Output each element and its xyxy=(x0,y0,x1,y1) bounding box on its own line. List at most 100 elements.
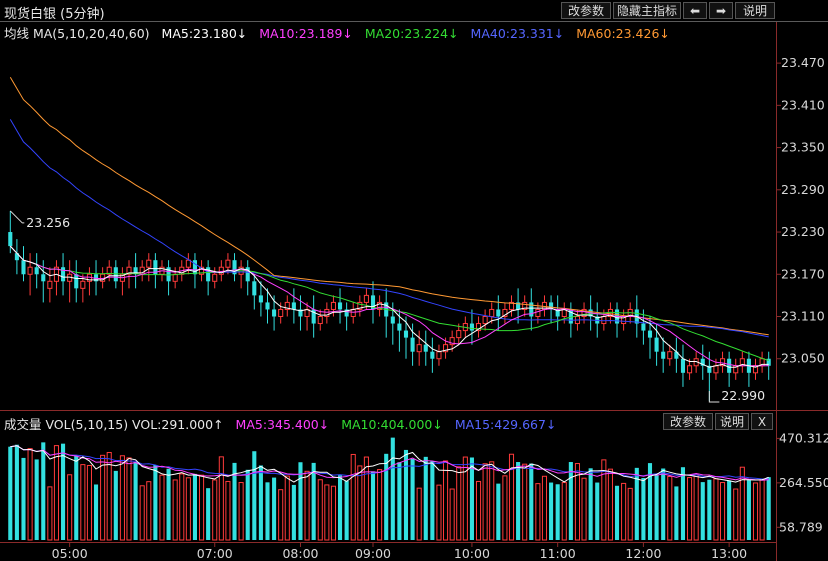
low-label: 22.990 xyxy=(721,388,765,403)
volume-bar xyxy=(581,477,587,541)
volume-bar xyxy=(700,482,705,540)
volume-bar xyxy=(337,475,343,540)
candle-body xyxy=(727,358,732,373)
ma20-value: MA20:23.224↓ xyxy=(364,26,459,41)
candle-body xyxy=(496,309,501,317)
candle-body xyxy=(245,267,250,282)
candle-body xyxy=(298,309,303,317)
candle-body xyxy=(330,301,336,310)
candle-body xyxy=(469,323,474,331)
time-tick-label: 10:00 xyxy=(454,546,490,561)
volume-bar xyxy=(462,456,468,541)
time-tick-label: 09:00 xyxy=(355,546,391,561)
volume-bar xyxy=(607,468,613,541)
volume-bar xyxy=(496,483,501,540)
volume-bar xyxy=(172,479,178,541)
volume-bar xyxy=(100,454,106,541)
volume-bar xyxy=(508,453,515,541)
volume-bar xyxy=(541,475,548,541)
hide-indicator-button[interactable]: 隐藏主指标 xyxy=(613,2,681,19)
volume-bar xyxy=(727,480,732,540)
volume-bar xyxy=(258,465,263,540)
volume-bar xyxy=(555,484,560,540)
candle-body xyxy=(687,365,693,374)
candle-body xyxy=(674,351,679,359)
candle-body xyxy=(172,273,178,282)
candle-body xyxy=(93,274,99,282)
volume-tick-label: 470.312 xyxy=(779,430,828,445)
volume-bar xyxy=(627,487,633,541)
time-tick-label: 05:00 xyxy=(52,546,88,561)
vol-explain-button[interactable]: 说明 xyxy=(715,413,749,430)
volume-bar xyxy=(370,471,376,540)
candle-body xyxy=(555,309,560,317)
candle-body xyxy=(667,351,673,360)
volume-bar xyxy=(139,485,145,541)
volume-bar xyxy=(621,482,627,541)
volume-bar xyxy=(489,461,495,541)
price-tick-label: 23.350 xyxy=(781,140,825,155)
vol-change-params-button[interactable]: 改参数 xyxy=(663,413,713,430)
volume-bar xyxy=(159,474,165,541)
candle-body xyxy=(146,259,152,268)
volume-bar xyxy=(272,477,277,540)
arrow-left-icon: ⬅ xyxy=(689,4,701,18)
ma-legend-label: 均线 MA(5,10,20,40,60) xyxy=(4,26,150,41)
candle-body xyxy=(272,309,277,317)
volume-bar xyxy=(330,485,336,541)
volume-bar xyxy=(74,455,79,540)
candle-body xyxy=(265,302,270,310)
volume-bar xyxy=(397,462,402,540)
ma5-line xyxy=(9,245,769,368)
ma10-value: MA10:23.189↓ xyxy=(259,26,353,41)
volume-bar xyxy=(265,482,270,540)
volume-bar xyxy=(456,466,462,541)
price-tick-label: 23.290 xyxy=(781,182,825,197)
candle-body xyxy=(317,316,323,325)
volume-bar xyxy=(212,479,218,541)
volume-bar xyxy=(67,474,73,541)
candle-body xyxy=(153,260,158,275)
volume-bar xyxy=(53,445,60,541)
vol-ma5-value: MA5:345.400↓ xyxy=(235,417,330,432)
ma60-line xyxy=(9,76,769,336)
volume-bar xyxy=(278,489,284,541)
volume-bar xyxy=(568,462,573,540)
candle-body xyxy=(502,308,508,318)
ma20-line xyxy=(9,245,769,361)
volume-bar xyxy=(475,480,482,541)
volume-bar xyxy=(423,456,428,540)
scroll-right-button[interactable]: ➡ xyxy=(709,2,733,19)
volume-bar xyxy=(133,462,138,540)
candle-body xyxy=(456,330,462,339)
candle-body xyxy=(719,358,726,367)
volume-bar xyxy=(377,469,383,541)
volume-bar xyxy=(21,457,26,540)
volume-bar xyxy=(146,481,152,541)
change-params-button[interactable]: 改参数 xyxy=(561,2,611,19)
candle-body xyxy=(166,267,171,282)
volume-bar xyxy=(443,460,449,541)
volume-bar xyxy=(47,486,53,541)
candle-body xyxy=(370,295,376,310)
vol-legend-label: 成交量 VOL(5,10,15) VOL:291.000↑ xyxy=(4,417,224,432)
volume-bar xyxy=(614,485,620,540)
volume-bar xyxy=(357,465,363,541)
volume-bar xyxy=(86,464,92,541)
vol-close-button[interactable]: X xyxy=(751,413,773,430)
explain-button[interactable]: 说明 xyxy=(735,2,775,19)
candle-body xyxy=(403,330,409,338)
volume-bar xyxy=(284,475,290,541)
candle-body xyxy=(489,308,495,318)
candle-body xyxy=(581,308,587,318)
vol-ma15-value: MA15:429.667↓ xyxy=(454,417,557,432)
volume-bar xyxy=(766,477,771,540)
candle-body xyxy=(225,259,231,268)
candle-body xyxy=(357,301,363,310)
candle-body xyxy=(449,337,455,346)
candle-body xyxy=(661,351,666,359)
ma10-line xyxy=(9,245,769,367)
candle-body xyxy=(549,302,554,310)
scroll-left-button[interactable]: ⬅ xyxy=(683,2,707,19)
